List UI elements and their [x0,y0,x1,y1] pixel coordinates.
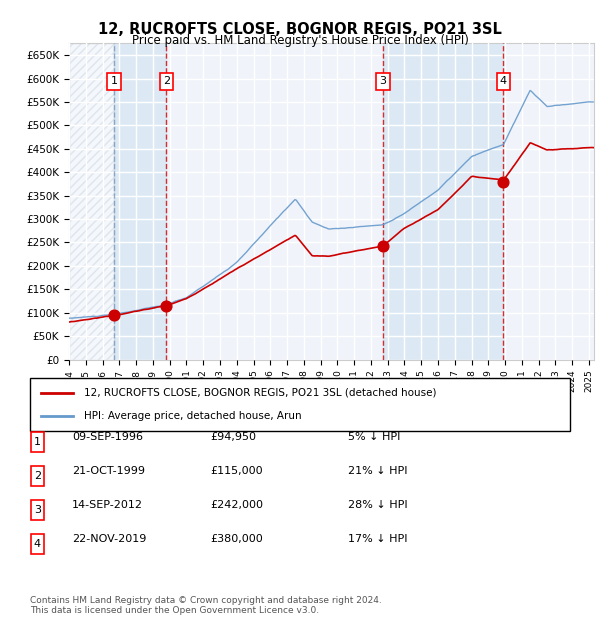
Text: 14-SEP-2012: 14-SEP-2012 [72,500,143,510]
FancyBboxPatch shape [31,432,44,451]
FancyBboxPatch shape [31,534,44,554]
Text: 21% ↓ HPI: 21% ↓ HPI [348,466,407,476]
Bar [69,43,114,360]
Text: Contains HM Land Registry data © Crown copyright and database right 2024.
This d: Contains HM Land Registry data © Crown c… [30,596,382,615]
Bar [383,43,503,360]
Bar [114,43,166,360]
Text: 1: 1 [110,76,118,86]
Text: 17% ↓ HPI: 17% ↓ HPI [348,534,407,544]
Text: 09-SEP-1996: 09-SEP-1996 [72,432,143,442]
FancyBboxPatch shape [31,500,44,520]
Bar [69,43,114,360]
Text: 3: 3 [34,505,41,515]
Point [161,301,171,311]
Text: 4: 4 [34,539,41,549]
Text: 12, RUCROFTS CLOSE, BOGNOR REGIS, PO21 3SL (detached house): 12, RUCROFTS CLOSE, BOGNOR REGIS, PO21 3… [84,388,437,398]
Point [378,241,388,251]
FancyBboxPatch shape [31,466,44,485]
Text: 1: 1 [34,436,41,447]
Text: £115,000: £115,000 [210,466,263,476]
Point [499,177,508,187]
Text: 4: 4 [500,76,507,86]
Text: HPI: Average price, detached house, Arun: HPI: Average price, detached house, Arun [84,411,302,421]
Bar [503,43,594,360]
Text: £380,000: £380,000 [210,534,263,544]
Text: £242,000: £242,000 [210,500,263,510]
Bar [166,43,383,360]
Text: 2: 2 [163,76,170,86]
Text: Price paid vs. HM Land Registry's House Price Index (HPI): Price paid vs. HM Land Registry's House … [131,34,469,47]
Text: 5% ↓ HPI: 5% ↓ HPI [348,432,400,442]
Text: 28% ↓ HPI: 28% ↓ HPI [348,500,407,510]
Text: £94,950: £94,950 [210,432,256,442]
Point [109,310,119,320]
Text: 2: 2 [34,471,41,481]
Bar [69,43,114,360]
Text: 12, RUCROFTS CLOSE, BOGNOR REGIS, PO21 3SL: 12, RUCROFTS CLOSE, BOGNOR REGIS, PO21 3… [98,22,502,37]
FancyBboxPatch shape [30,378,570,431]
Text: 21-OCT-1999: 21-OCT-1999 [72,466,145,476]
Text: 22-NOV-2019: 22-NOV-2019 [72,534,146,544]
Text: 3: 3 [379,76,386,86]
